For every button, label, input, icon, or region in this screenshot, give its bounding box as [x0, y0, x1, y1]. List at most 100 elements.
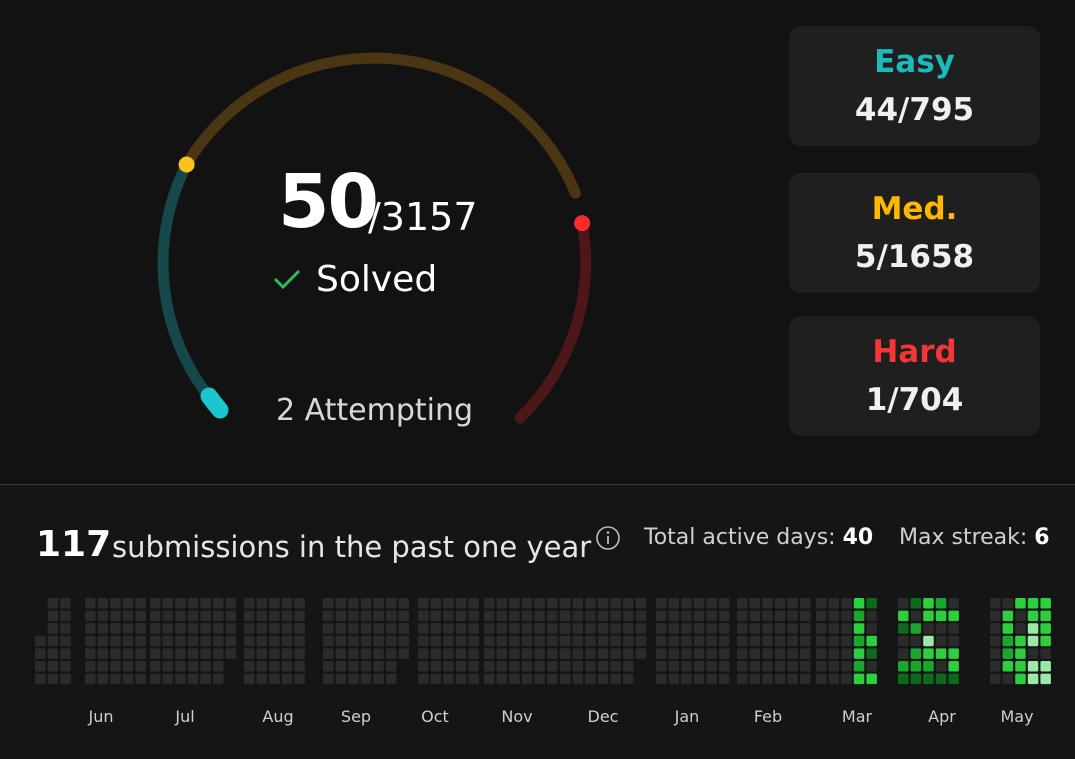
heatmap-cell[interactable]: [225, 598, 237, 609]
heatmap-cell[interactable]: [841, 673, 852, 685]
heatmap-cell[interactable]: [122, 598, 134, 609]
heatmap-cell[interactable]: [281, 610, 293, 622]
heatmap-cell[interactable]: [443, 673, 454, 685]
heatmap-cell[interactable]: [560, 635, 571, 647]
heatmap-cell[interactable]: [468, 661, 479, 672]
heatmap-cell[interactable]: [269, 673, 280, 685]
heatmap-cell[interactable]: [910, 623, 922, 634]
heatmap-cell[interactable]: [547, 648, 558, 659]
heatmap-cell[interactable]: [923, 648, 934, 659]
heatmap-cell[interactable]: [509, 673, 520, 685]
heatmap-cell[interactable]: [97, 598, 109, 609]
heatmap-cell[interactable]: [85, 661, 96, 672]
heatmap-cell[interactable]: [509, 635, 520, 647]
heatmap-cell[interactable]: [762, 610, 773, 622]
heatmap-cell[interactable]: [335, 610, 347, 622]
heatmap-cell[interactable]: [348, 635, 359, 647]
heatmap-cell[interactable]: [373, 623, 384, 634]
heatmap-cell[interactable]: [706, 661, 717, 672]
heatmap-cell[interactable]: [668, 661, 680, 672]
heatmap-cell[interactable]: [175, 648, 186, 659]
heatmap-cell[interactable]: [47, 610, 59, 622]
heatmap-cell[interactable]: [373, 635, 384, 647]
heatmap-cell[interactable]: [373, 648, 384, 659]
heatmap-cell[interactable]: [468, 635, 479, 647]
heatmap-cell[interactable]: [135, 648, 146, 659]
heatmap-cell[interactable]: [749, 661, 761, 672]
heatmap-cell[interactable]: [828, 610, 840, 622]
heatmap-cell[interactable]: [281, 635, 293, 647]
heatmap-cell[interactable]: [841, 610, 852, 622]
heatmap-cell[interactable]: [110, 598, 121, 609]
heatmap-cell[interactable]: [853, 598, 865, 609]
heatmap-cell[interactable]: [990, 635, 1001, 647]
heatmap-cell[interactable]: [294, 648, 305, 659]
heatmap-cell[interactable]: [484, 598, 495, 609]
heatmap-cell[interactable]: [1015, 673, 1026, 685]
heatmap-cell[interactable]: [935, 673, 947, 685]
heatmap-cell[interactable]: [910, 661, 922, 672]
heatmap-cell[interactable]: [1027, 648, 1039, 659]
heatmap-cell[interactable]: [200, 635, 211, 647]
heatmap-cell[interactable]: [534, 661, 545, 672]
heatmap-cell[interactable]: [1027, 610, 1039, 622]
heatmap-cell[interactable]: [948, 598, 959, 609]
heatmap-cell[interactable]: [348, 648, 359, 659]
heatmap-cell[interactable]: [225, 610, 237, 622]
heatmap-cell[interactable]: [244, 661, 255, 672]
heatmap-cell[interactable]: [1015, 661, 1026, 672]
heatmap-cell[interactable]: [360, 648, 372, 659]
heatmap-cell[interactable]: [610, 648, 621, 659]
heatmap-cell[interactable]: [323, 648, 334, 659]
heatmap-cell[interactable]: [1002, 598, 1014, 609]
heatmap-cell[interactable]: [853, 673, 865, 685]
heatmap-cell[interactable]: [935, 610, 947, 622]
heatmap-cell[interactable]: [1027, 673, 1039, 685]
heatmap-cell[interactable]: [60, 623, 71, 634]
heatmap-cell[interactable]: [560, 661, 571, 672]
heatmap-cell[interactable]: [1027, 661, 1039, 672]
heatmap-cell[interactable]: [150, 635, 161, 647]
heatmap-cell[interactable]: [597, 610, 609, 622]
heatmap-cell[interactable]: [398, 623, 410, 634]
heatmap-cell[interactable]: [244, 598, 255, 609]
heatmap-cell[interactable]: [269, 623, 280, 634]
heatmap-cell[interactable]: [443, 598, 454, 609]
heatmap-cell[interactable]: [800, 635, 811, 647]
heatmap-cell[interactable]: [681, 610, 692, 622]
heatmap-cell[interactable]: [668, 610, 680, 622]
heatmap-cell[interactable]: [162, 623, 174, 634]
heatmap-cell[interactable]: [256, 623, 268, 634]
heatmap-cell[interactable]: [935, 661, 947, 672]
heatmap-cell[interactable]: [35, 661, 46, 672]
heatmap-cell[interactable]: [749, 673, 761, 685]
heatmap-cell[interactable]: [162, 648, 174, 659]
heatmap-cell[interactable]: [534, 610, 545, 622]
heatmap-cell[interactable]: [866, 661, 877, 672]
heatmap-cell[interactable]: [635, 610, 647, 622]
heatmap-cell[interactable]: [398, 610, 410, 622]
heatmap-cell[interactable]: [737, 661, 748, 672]
heatmap-cell[interactable]: [816, 623, 827, 634]
heatmap-cell[interactable]: [623, 673, 634, 685]
heatmap-cell[interactable]: [898, 648, 909, 659]
heatmap-cell[interactable]: [668, 673, 680, 685]
heatmap-cell[interactable]: [430, 623, 442, 634]
heatmap-cell[interactable]: [35, 635, 46, 647]
heatmap-cell[interactable]: [910, 635, 922, 647]
heatmap-cell[interactable]: [623, 598, 634, 609]
heatmap-cell[interactable]: [386, 598, 397, 609]
heatmap-cell[interactable]: [187, 610, 199, 622]
heatmap-cell[interactable]: [656, 623, 667, 634]
heatmap-cell[interactable]: [853, 610, 865, 622]
heatmap-cell[interactable]: [800, 598, 811, 609]
heatmap-cell[interactable]: [585, 673, 596, 685]
heatmap-cell[interactable]: [244, 648, 255, 659]
heatmap-cell[interactable]: [162, 635, 174, 647]
heatmap-cell[interactable]: [681, 661, 692, 672]
heatmap-cell[interactable]: [737, 648, 748, 659]
heatmap-cell[interactable]: [706, 623, 717, 634]
heatmap-cell[interactable]: [484, 623, 495, 634]
heatmap-cell[interactable]: [841, 648, 852, 659]
heatmap-cell[interactable]: [762, 635, 773, 647]
